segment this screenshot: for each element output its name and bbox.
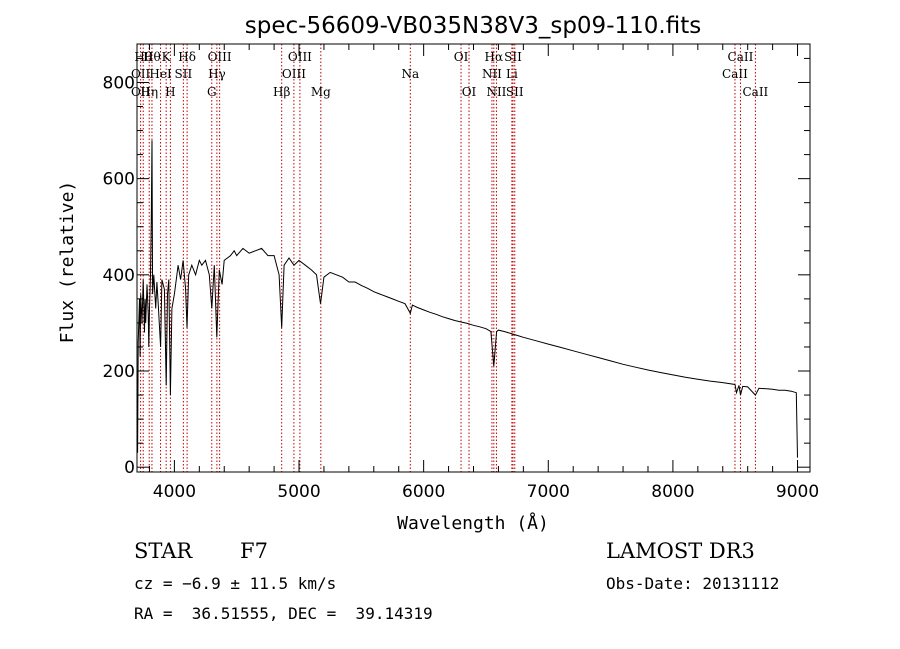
line-marker-label: OIII bbox=[208, 50, 232, 64]
line-marker-label: SII bbox=[506, 85, 524, 99]
y-tick-label: 600 bbox=[103, 170, 135, 190]
plot-frame bbox=[136, 43, 811, 473]
line-marker-label: OIII bbox=[282, 67, 306, 81]
survey-name: LAMOST DR3 bbox=[606, 539, 755, 563]
redshift-cz: cz = −6.9 ± 11.5 km/s bbox=[134, 574, 337, 593]
chart-title: spec-56609-VB035N38V3_sp09-110.fits bbox=[245, 13, 701, 39]
line-marker-label: NII bbox=[486, 85, 506, 99]
y-axis-ticks: 0 200 400 600 800 bbox=[103, 57, 810, 478]
line-marker-label: CaII bbox=[722, 67, 748, 81]
line-marker-label: OIII bbox=[288, 50, 312, 64]
object-class: STAR bbox=[134, 539, 193, 563]
line-marker-label: OI bbox=[454, 50, 469, 64]
x-axis-ticks: 4000 5000 6000 7000 8000 9000 bbox=[148, 44, 819, 502]
y-tick-label: 400 bbox=[103, 266, 135, 286]
object-subclass: F7 bbox=[240, 539, 268, 563]
line-marker-label: SII bbox=[504, 50, 522, 64]
line-marker-label: Hα bbox=[485, 50, 504, 64]
y-tick-label: 200 bbox=[103, 362, 135, 382]
spectrum-line bbox=[136, 140, 798, 458]
line-marker-label: SII bbox=[175, 67, 193, 81]
line-marker-label: K bbox=[162, 50, 172, 64]
line-marker-label: Hβ bbox=[273, 85, 290, 99]
x-tick-label: 9000 bbox=[776, 482, 819, 502]
line-marker-label: CaII bbox=[742, 85, 768, 99]
line-marker-label: Na bbox=[401, 67, 419, 81]
line-marker-label: OI bbox=[462, 85, 477, 99]
line-marker-label: Hη bbox=[140, 85, 158, 99]
line-marker-labels: OIIOIIHθHηHθHeIKHSIIHδGHγOIIIHβOIIIOIIIM… bbox=[131, 50, 769, 99]
x-tick-label: 7000 bbox=[527, 482, 570, 502]
line-markers bbox=[140, 44, 756, 472]
y-axis-label: Flux (relative) bbox=[57, 181, 78, 344]
x-tick-label: 5000 bbox=[277, 482, 320, 502]
x-tick-label: 4000 bbox=[153, 482, 196, 502]
y-tick-label: 0 bbox=[124, 458, 135, 478]
line-marker-label: Hγ bbox=[208, 67, 226, 81]
line-marker-label: Hθ bbox=[134, 50, 152, 64]
line-marker-label: G bbox=[207, 85, 217, 99]
line-marker-label: HeI bbox=[149, 67, 172, 81]
line-marker-label: Hθ bbox=[143, 50, 161, 64]
line-marker-label: OII bbox=[131, 67, 151, 81]
line-marker-label: H bbox=[165, 85, 175, 99]
x-axis-label: Wavelength (Å) bbox=[397, 512, 549, 534]
x-tick-label: 8000 bbox=[651, 482, 694, 502]
line-marker-label: CaII bbox=[728, 50, 754, 64]
line-marker-label: NII bbox=[482, 67, 502, 81]
coordinates: RA = 36.51555, DEC = 39.14319 bbox=[134, 604, 433, 623]
line-marker-label: Li bbox=[506, 67, 518, 81]
line-marker-label: OII bbox=[131, 85, 151, 99]
obs-date: Obs-Date: 20131112 bbox=[606, 574, 780, 593]
x-tick-label: 6000 bbox=[402, 482, 445, 502]
line-marker-label: Mg bbox=[311, 85, 331, 99]
line-marker-label: Hδ bbox=[178, 50, 196, 64]
y-tick-label: 800 bbox=[103, 73, 135, 93]
